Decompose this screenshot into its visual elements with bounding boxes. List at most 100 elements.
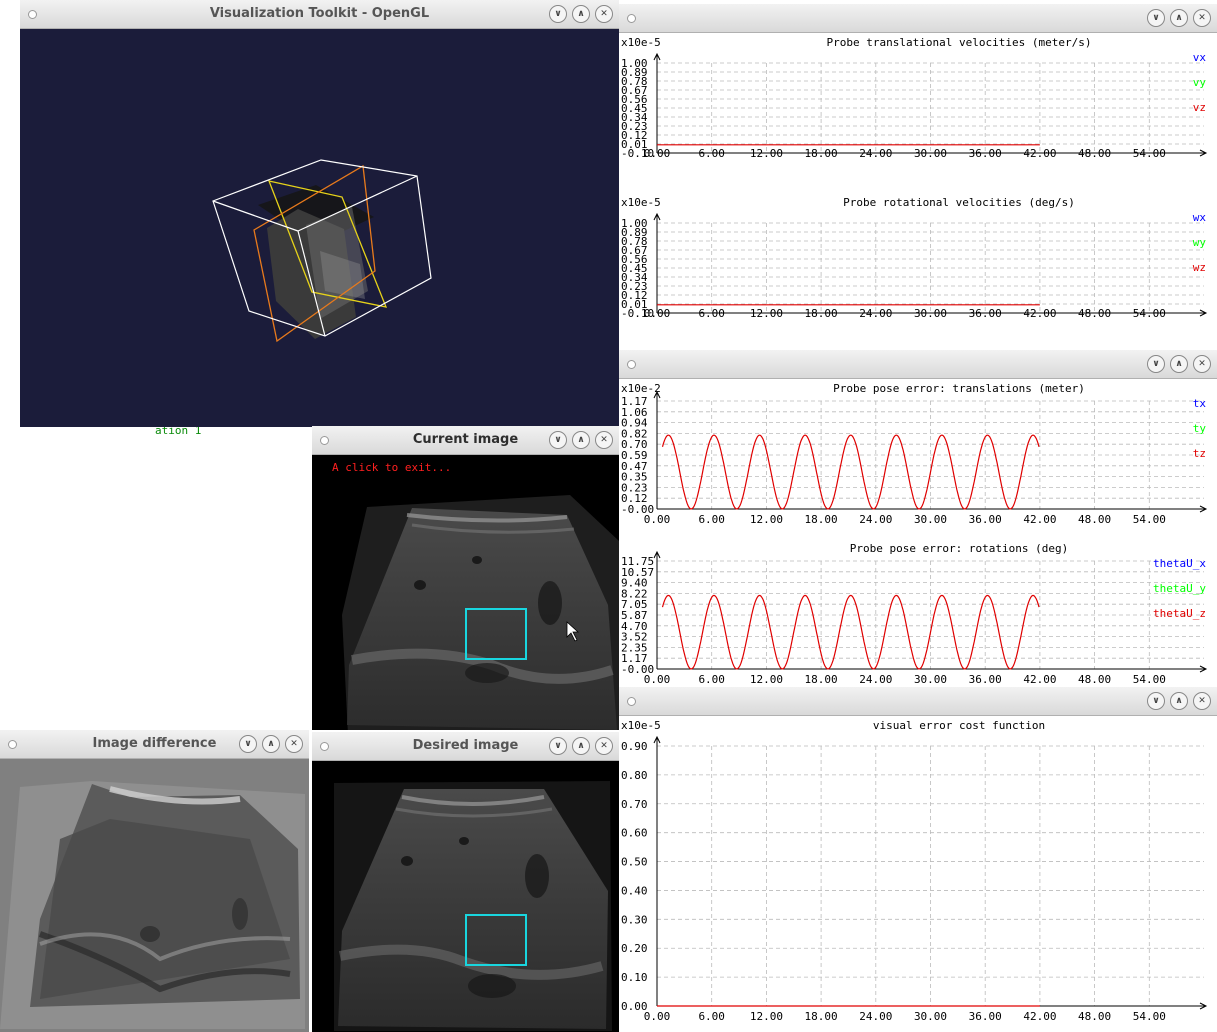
close-icon[interactable]: ✕ — [595, 5, 613, 23]
window-menu-icon[interactable] — [28, 10, 37, 19]
y-tick-label: 0.23 — [621, 481, 648, 494]
chevron-up-icon[interactable]: ∧ — [572, 431, 590, 449]
current-image-titlebar[interactable]: Current image ∨ ∧ ✕ — [312, 426, 619, 455]
y-tick-label: 0.01 — [621, 298, 648, 311]
cost-plot-window[interactable]: ∨ ∧ ✕ visual error cost function x10e-5 0.90… — [619, 687, 1217, 1032]
y-tick-label: 0.78 — [621, 75, 648, 88]
close-icon[interactable]: ✕ — [595, 431, 613, 449]
x-tick-label: 12.00 — [750, 513, 783, 526]
difference-image — [0, 781, 305, 1029]
orange-plane-outline — [253, 164, 376, 343]
y-tick-label: 0.50 — [621, 856, 648, 869]
y-tick-label: 8.22 — [621, 587, 648, 600]
velocity-plot-area: Probe translational velocities (meter/s)… — [619, 33, 1217, 334]
chevron-down-icon[interactable]: ∨ — [549, 431, 567, 449]
chevron-down-icon[interactable]: ∨ — [549, 5, 567, 23]
desired-image-window[interactable]: Desired image ∨ ∧ ✕ — [312, 732, 619, 1032]
velocity-plot-window[interactable]: ∨ ∧ ✕ Probe translational velocities (mete… — [619, 4, 1217, 334]
ultrasound-slice-highlight — [320, 251, 365, 299]
vtk-window[interactable]: Visualization Toolkit - OpenGL ∨ ∧ ✕ — [20, 0, 619, 427]
close-icon[interactable]: ✕ — [595, 737, 613, 755]
pose-error-plot-titlebar[interactable]: ∨ ∧ ✕ — [619, 350, 1217, 379]
y-tick-label: 0.80 — [621, 769, 648, 782]
chart-title: Probe pose error: rotations (deg) — [850, 542, 1069, 555]
chevron-up-icon[interactable]: ∧ — [1170, 355, 1188, 373]
pose-error-plot-window[interactable]: ∨ ∧ ✕ Probe pose error: translations (mete… — [619, 350, 1217, 686]
close-icon[interactable]: ✕ — [1193, 9, 1211, 27]
chevron-up-icon[interactable]: ∧ — [1170, 692, 1188, 710]
y-tick-label: 0.94 — [621, 417, 648, 430]
pose-error-plot-area: Probe pose error: translations (meter) x1… — [619, 379, 1217, 686]
y-tick-label: 0.67 — [621, 244, 648, 257]
visual-cost-chart: visual error cost function x10e-5 0.90 0.80… — [621, 719, 1208, 1023]
y-tick-label: 11.75 — [621, 555, 654, 568]
y-tick-label: -0.00 — [621, 503, 654, 516]
chevron-up-icon[interactable]: ∧ — [262, 735, 280, 753]
x-tick-label: 6.00 — [698, 1010, 725, 1023]
x-tick-label: 12.00 — [750, 673, 783, 686]
chevron-up-icon[interactable]: ∧ — [572, 5, 590, 23]
chevron-down-icon[interactable]: ∨ — [1147, 692, 1165, 710]
exit-instruction: A click to exit... — [332, 461, 451, 474]
window-menu-icon[interactable] — [627, 360, 636, 369]
window-menu-icon[interactable] — [627, 697, 636, 706]
x-tick-label: 54.00 — [1133, 1010, 1166, 1023]
close-icon[interactable]: ✕ — [1193, 355, 1211, 373]
y-tick-label: 0.82 — [621, 427, 648, 440]
x-tick-label: 30.00 — [914, 673, 947, 686]
x-tick-label: 0.00 — [644, 513, 671, 526]
y-tick-label: 7.05 — [621, 598, 648, 611]
desired-image-titlebar[interactable]: Desired image ∨ ∧ ✕ — [312, 732, 619, 761]
rotation-error-chart: Probe pose error: rotations (deg) 11.7510… — [621, 542, 1208, 686]
y-tick-label: 0.01 — [621, 138, 648, 151]
chart-scale-label: x10e-5 — [621, 196, 661, 209]
x-tick-label: 18.00 — [805, 673, 838, 686]
legend-entry: wx — [1193, 211, 1207, 224]
chevron-up-icon[interactable]: ∧ — [572, 737, 590, 755]
vtk-titlebar[interactable]: Visualization Toolkit - OpenGL ∨ ∧ ✕ — [20, 0, 619, 29]
image-difference-title: Image difference — [92, 736, 217, 751]
window-menu-icon[interactable] — [627, 14, 636, 23]
chevron-down-icon[interactable]: ∨ — [1147, 355, 1165, 373]
ultrasound-slice-texture — [306, 207, 368, 319]
y-tick-label: 0.40 — [621, 884, 648, 897]
current-image-window[interactable]: Current image ∨ ∧ ✕ A click to exit... — [312, 426, 619, 730]
y-tick-label: 0.20 — [621, 942, 648, 955]
image-difference-window[interactable]: Image difference ∨ ∧ ✕ — [0, 730, 309, 1032]
x-tick-label: 42.00 — [1023, 513, 1056, 526]
chevron-down-icon[interactable]: ∨ — [239, 735, 257, 753]
x-tick-label: 0.00 — [644, 1010, 671, 1023]
x-tick-label: 6.00 — [698, 513, 725, 526]
y-tick-label: 0.90 — [621, 740, 648, 753]
series-line — [661, 434, 1040, 510]
velocity-plot-titlebar[interactable]: ∨ ∧ ✕ — [619, 4, 1217, 33]
yellow-plane-outline — [267, 180, 388, 308]
y-axis-arrow — [653, 735, 661, 744]
chevron-up-icon[interactable]: ∧ — [1170, 9, 1188, 27]
y-tick-label: -0.00 — [621, 663, 654, 676]
window-menu-icon[interactable] — [320, 742, 329, 751]
y-tick-label: 0.47 — [621, 460, 648, 473]
desired-image-title: Desired image — [412, 738, 519, 753]
y-axis-arrow — [653, 390, 661, 399]
vtk-render-view[interactable] — [20, 29, 619, 427]
legend-entry: vy — [1193, 76, 1207, 89]
chevron-down-icon[interactable]: ∨ — [1147, 9, 1165, 27]
chart-scale-label: x10e-5 — [621, 719, 661, 732]
y-tick-label: 0.23 — [621, 280, 648, 293]
y-tick-label: 0.12 — [621, 129, 648, 142]
close-icon[interactable]: ✕ — [1193, 692, 1211, 710]
close-icon[interactable]: ✕ — [285, 735, 303, 753]
window-menu-icon[interactable] — [8, 740, 17, 749]
image-difference-titlebar[interactable]: Image difference ∨ ∧ ✕ — [0, 730, 309, 759]
y-tick-label: 0.56 — [621, 93, 648, 106]
chevron-down-icon[interactable]: ∨ — [549, 737, 567, 755]
y-tick-label: 1.00 — [621, 217, 648, 230]
current-image-view[interactable]: A click to exit... — [312, 455, 619, 730]
window-menu-icon[interactable] — [320, 436, 329, 445]
y-tick-label: 0.45 — [621, 262, 648, 275]
cost-plot-titlebar[interactable]: ∨ ∧ ✕ — [619, 687, 1217, 716]
y-tick-label: 10.57 — [621, 566, 654, 579]
legend-entry: thetaU_x — [1153, 557, 1206, 570]
x-tick-label: 36.00 — [969, 1010, 1002, 1023]
